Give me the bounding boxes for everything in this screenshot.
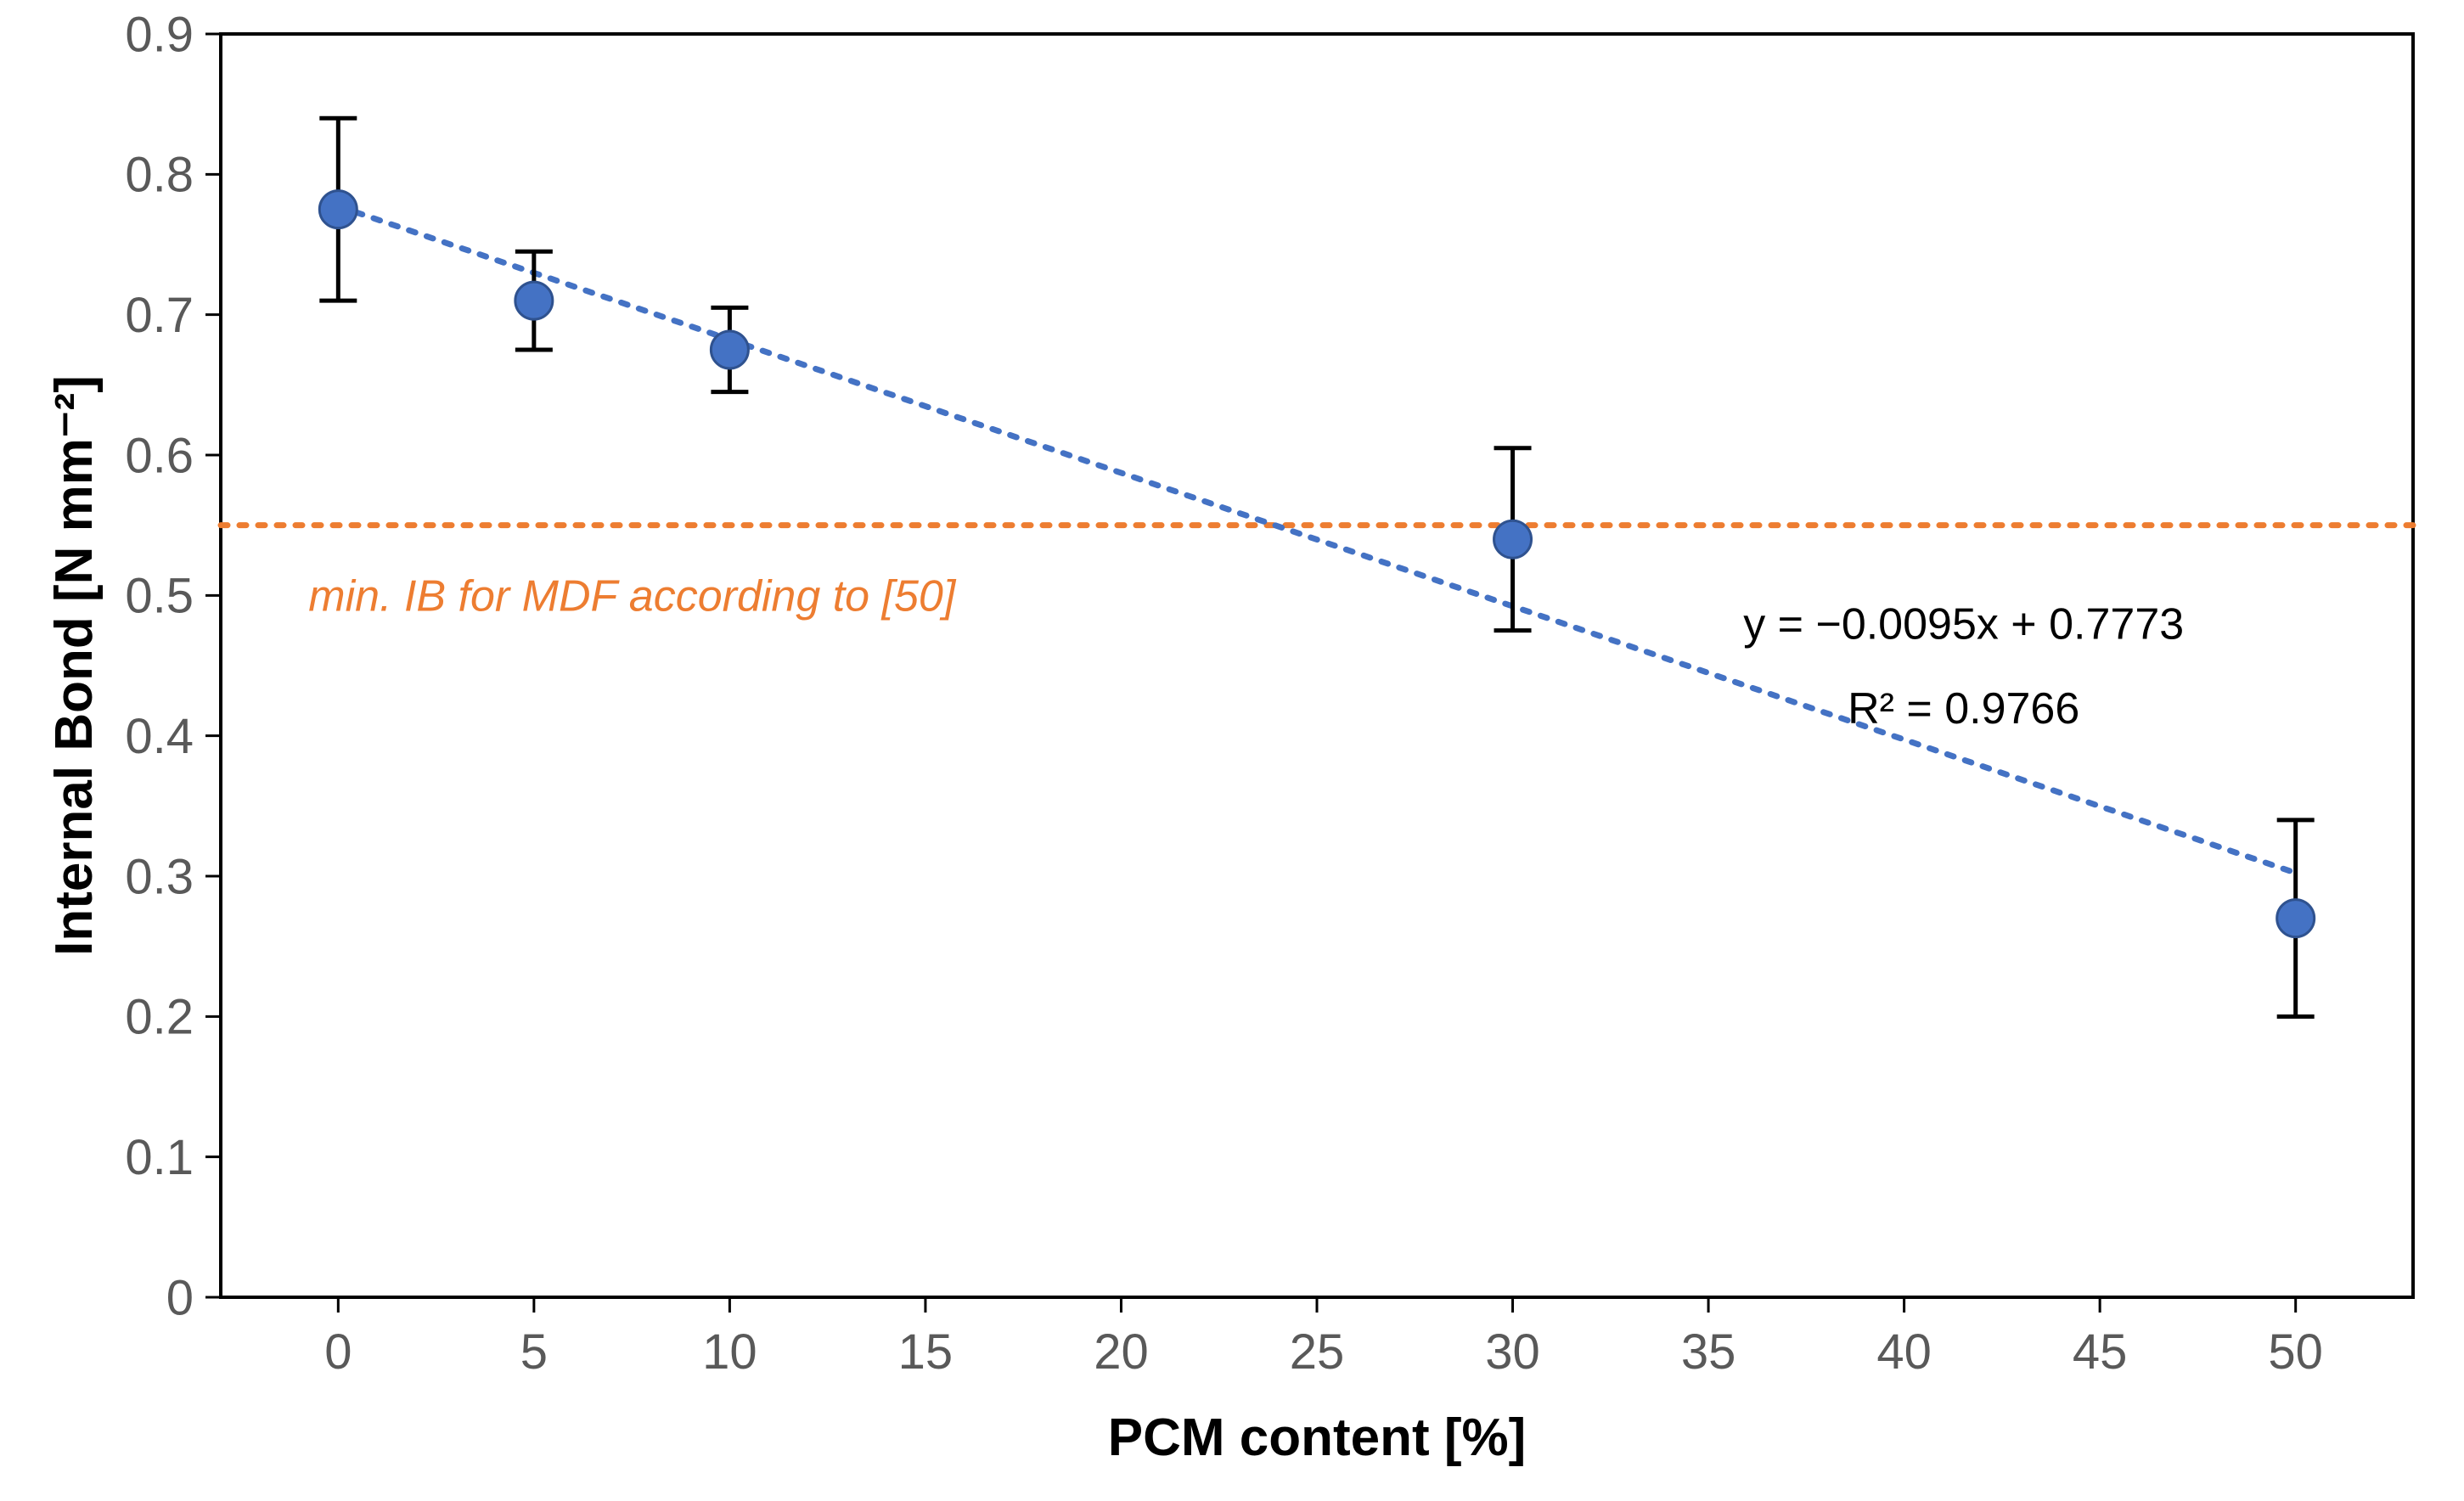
y-tick-label: 0.7 xyxy=(125,288,194,343)
y-tick-label: 0.4 xyxy=(125,709,194,764)
y-tick-label: 0.3 xyxy=(125,849,194,904)
data-marker xyxy=(711,331,748,368)
data-marker xyxy=(319,191,357,228)
x-tick-label: 50 xyxy=(2268,1324,2323,1380)
x-tick-label: 20 xyxy=(1094,1324,1149,1380)
y-tick-label: 0.1 xyxy=(125,1130,194,1185)
x-tick-label: 0 xyxy=(324,1324,352,1380)
y-axis-label: Internal Bond [N mm⁻²] xyxy=(45,375,104,956)
data-marker xyxy=(2277,900,2315,937)
data-marker xyxy=(1494,520,1532,558)
r-squared-text: R² = 0.9766 xyxy=(1848,684,2079,734)
y-tick-label: 0.2 xyxy=(125,990,194,1045)
internal-bond-chart: 0 5 10 15 20 25 30 35 40 45 50 0 0.1 0.2 0.3 0.4 0.5 0.6 0… xyxy=(0,0,2464,1501)
x-tick-label: 45 xyxy=(2073,1324,2128,1380)
x-tick-label: 35 xyxy=(1681,1324,1736,1380)
data-marker xyxy=(515,282,553,319)
x-tick-label: 10 xyxy=(702,1324,757,1380)
reference-line-label: min. IB for MDF according to [50] xyxy=(308,572,957,621)
y-tick-label: 0.9 xyxy=(125,7,194,62)
y-tick-label: 0.6 xyxy=(125,428,194,483)
equation-text: y = −0.0095x + 0.7773 xyxy=(1743,600,2184,649)
y-tick-label: 0.5 xyxy=(125,569,194,624)
x-tick-label: 30 xyxy=(1485,1324,1540,1380)
x-tick-label: 15 xyxy=(898,1324,954,1380)
x-tick-label: 40 xyxy=(1876,1324,1932,1380)
x-axis-label: PCM content [%] xyxy=(1108,1408,1527,1467)
x-tick-label: 25 xyxy=(1290,1324,1345,1380)
y-tick-label: 0.8 xyxy=(125,148,194,203)
y-tick-label: 0 xyxy=(166,1270,194,1325)
x-tick-label: 5 xyxy=(520,1324,548,1380)
